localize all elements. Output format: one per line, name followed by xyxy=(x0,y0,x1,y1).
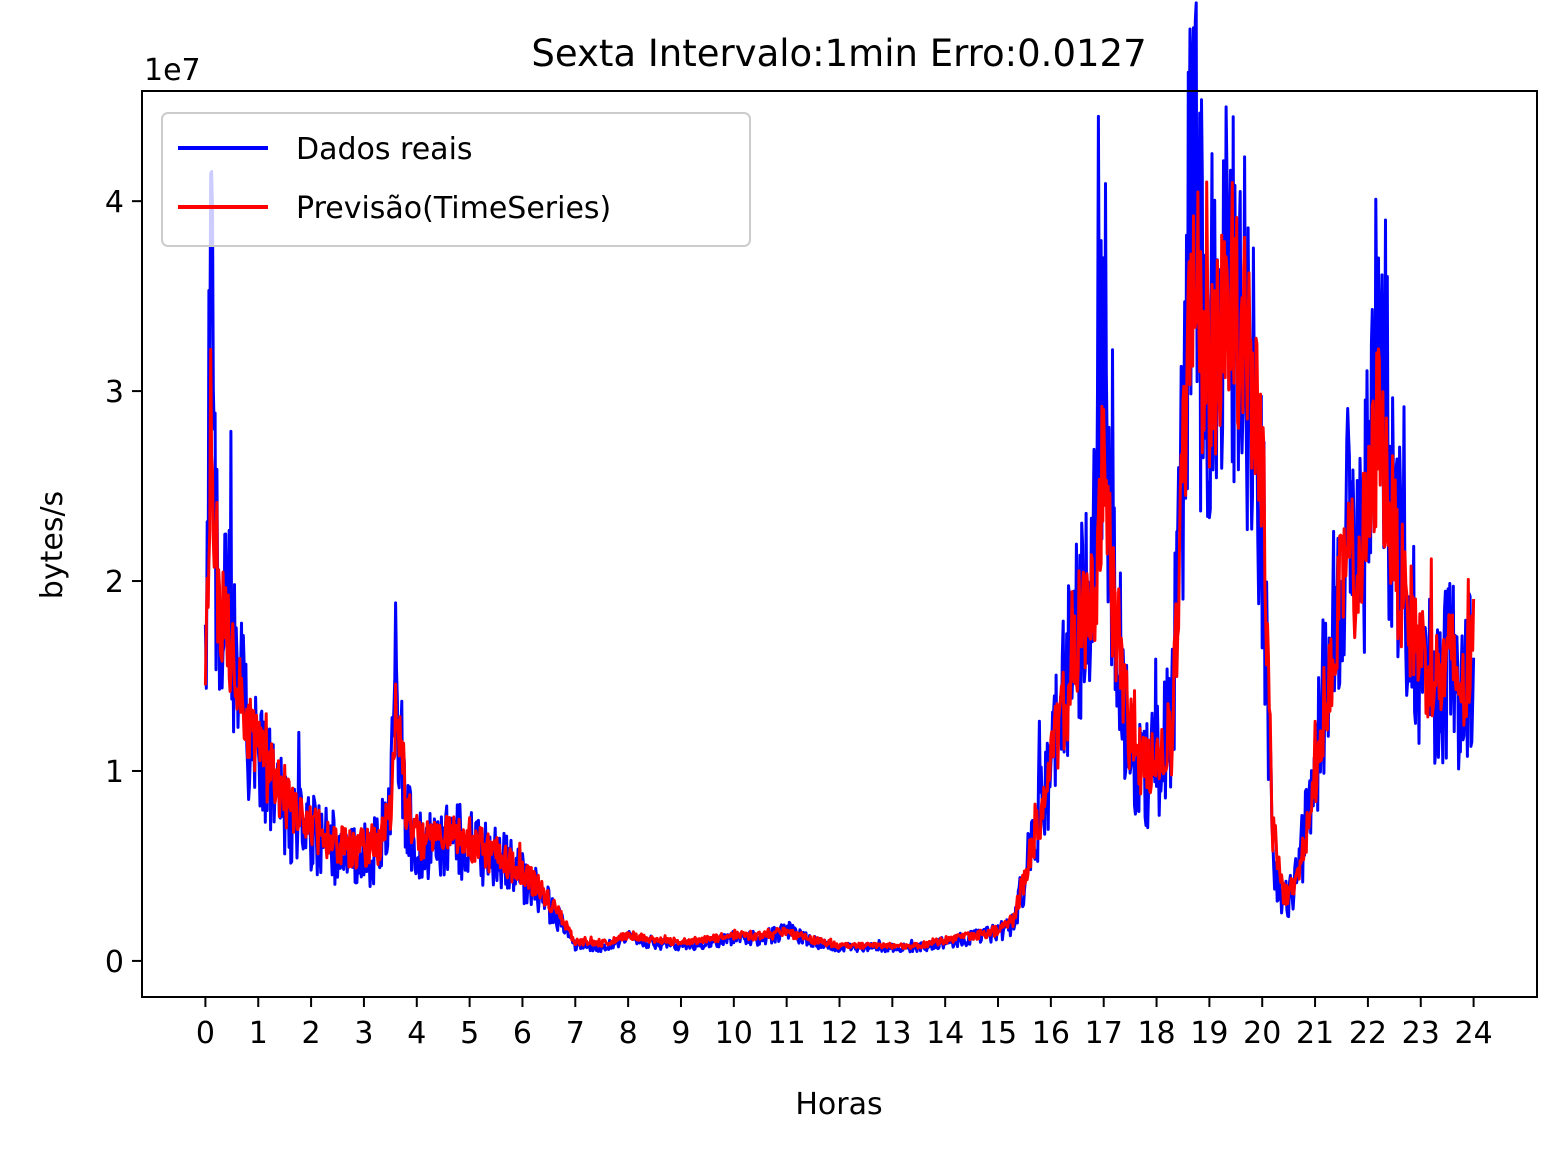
chart-title: Sexta Intervalo:1min Erro:0.0127 xyxy=(531,32,1146,75)
x-tick-label: 7 xyxy=(566,1016,585,1051)
y-axis-label: bytes/s xyxy=(35,491,70,599)
legend: Dados reais Previsão(TimeSeries) xyxy=(161,112,751,247)
series-line-dados-reais xyxy=(203,1,1476,954)
x-tick-label: 23 xyxy=(1402,1016,1440,1051)
series-layer xyxy=(203,1,1476,954)
x-tick-label: 12 xyxy=(820,1016,858,1051)
x-tick-label: 1 xyxy=(249,1016,268,1051)
x-tick-label: 16 xyxy=(1032,1016,1070,1051)
x-tick-label: 0 xyxy=(196,1016,215,1051)
x-tick-label: 4 xyxy=(407,1016,426,1051)
x-tick-label: 17 xyxy=(1085,1016,1123,1051)
x-axis: 0 1 2 3 4 5 6 7 8 9 10 11 12 13 14 15 16 17 18 19 20 21 22 23 24 xyxy=(196,997,1493,1051)
legend-label: Dados reais xyxy=(296,132,473,167)
x-tick-label: 2 xyxy=(302,1016,321,1051)
x-tick-label: 18 xyxy=(1137,1016,1175,1051)
x-tick-label: 10 xyxy=(715,1016,753,1051)
y-tick-label: 0 xyxy=(105,945,124,980)
legend-label: Previsão(TimeSeries) xyxy=(296,191,611,226)
x-tick-label: 13 xyxy=(873,1016,911,1051)
x-tick-label: 24 xyxy=(1454,1016,1492,1051)
x-tick-label: 8 xyxy=(619,1016,638,1051)
x-tick-label: 14 xyxy=(926,1016,964,1051)
y-axis: 0 1 2 3 4 xyxy=(105,185,142,980)
x-tick-label: 22 xyxy=(1349,1016,1387,1051)
x-tick-label: 15 xyxy=(979,1016,1017,1051)
x-tick-label: 3 xyxy=(354,1016,373,1051)
x-tick-label: 19 xyxy=(1190,1016,1228,1051)
x-tick-label: 11 xyxy=(768,1016,806,1051)
x-tick-label: 20 xyxy=(1243,1016,1281,1051)
y-tick-label: 1 xyxy=(105,755,124,790)
x-tick-label: 6 xyxy=(513,1016,532,1051)
x-tick-label: 9 xyxy=(671,1016,690,1051)
x-tick-label: 5 xyxy=(460,1016,479,1051)
x-tick-label: 21 xyxy=(1296,1016,1334,1051)
y-tick-label: 3 xyxy=(105,375,124,410)
y-tick-label: 2 xyxy=(105,565,124,600)
y-scale-label: 1e7 xyxy=(144,53,201,88)
series-line-previsao xyxy=(203,180,1476,950)
x-axis-label: Horas xyxy=(795,1087,882,1122)
legend-box xyxy=(161,112,751,247)
y-tick-label: 4 xyxy=(105,185,124,220)
